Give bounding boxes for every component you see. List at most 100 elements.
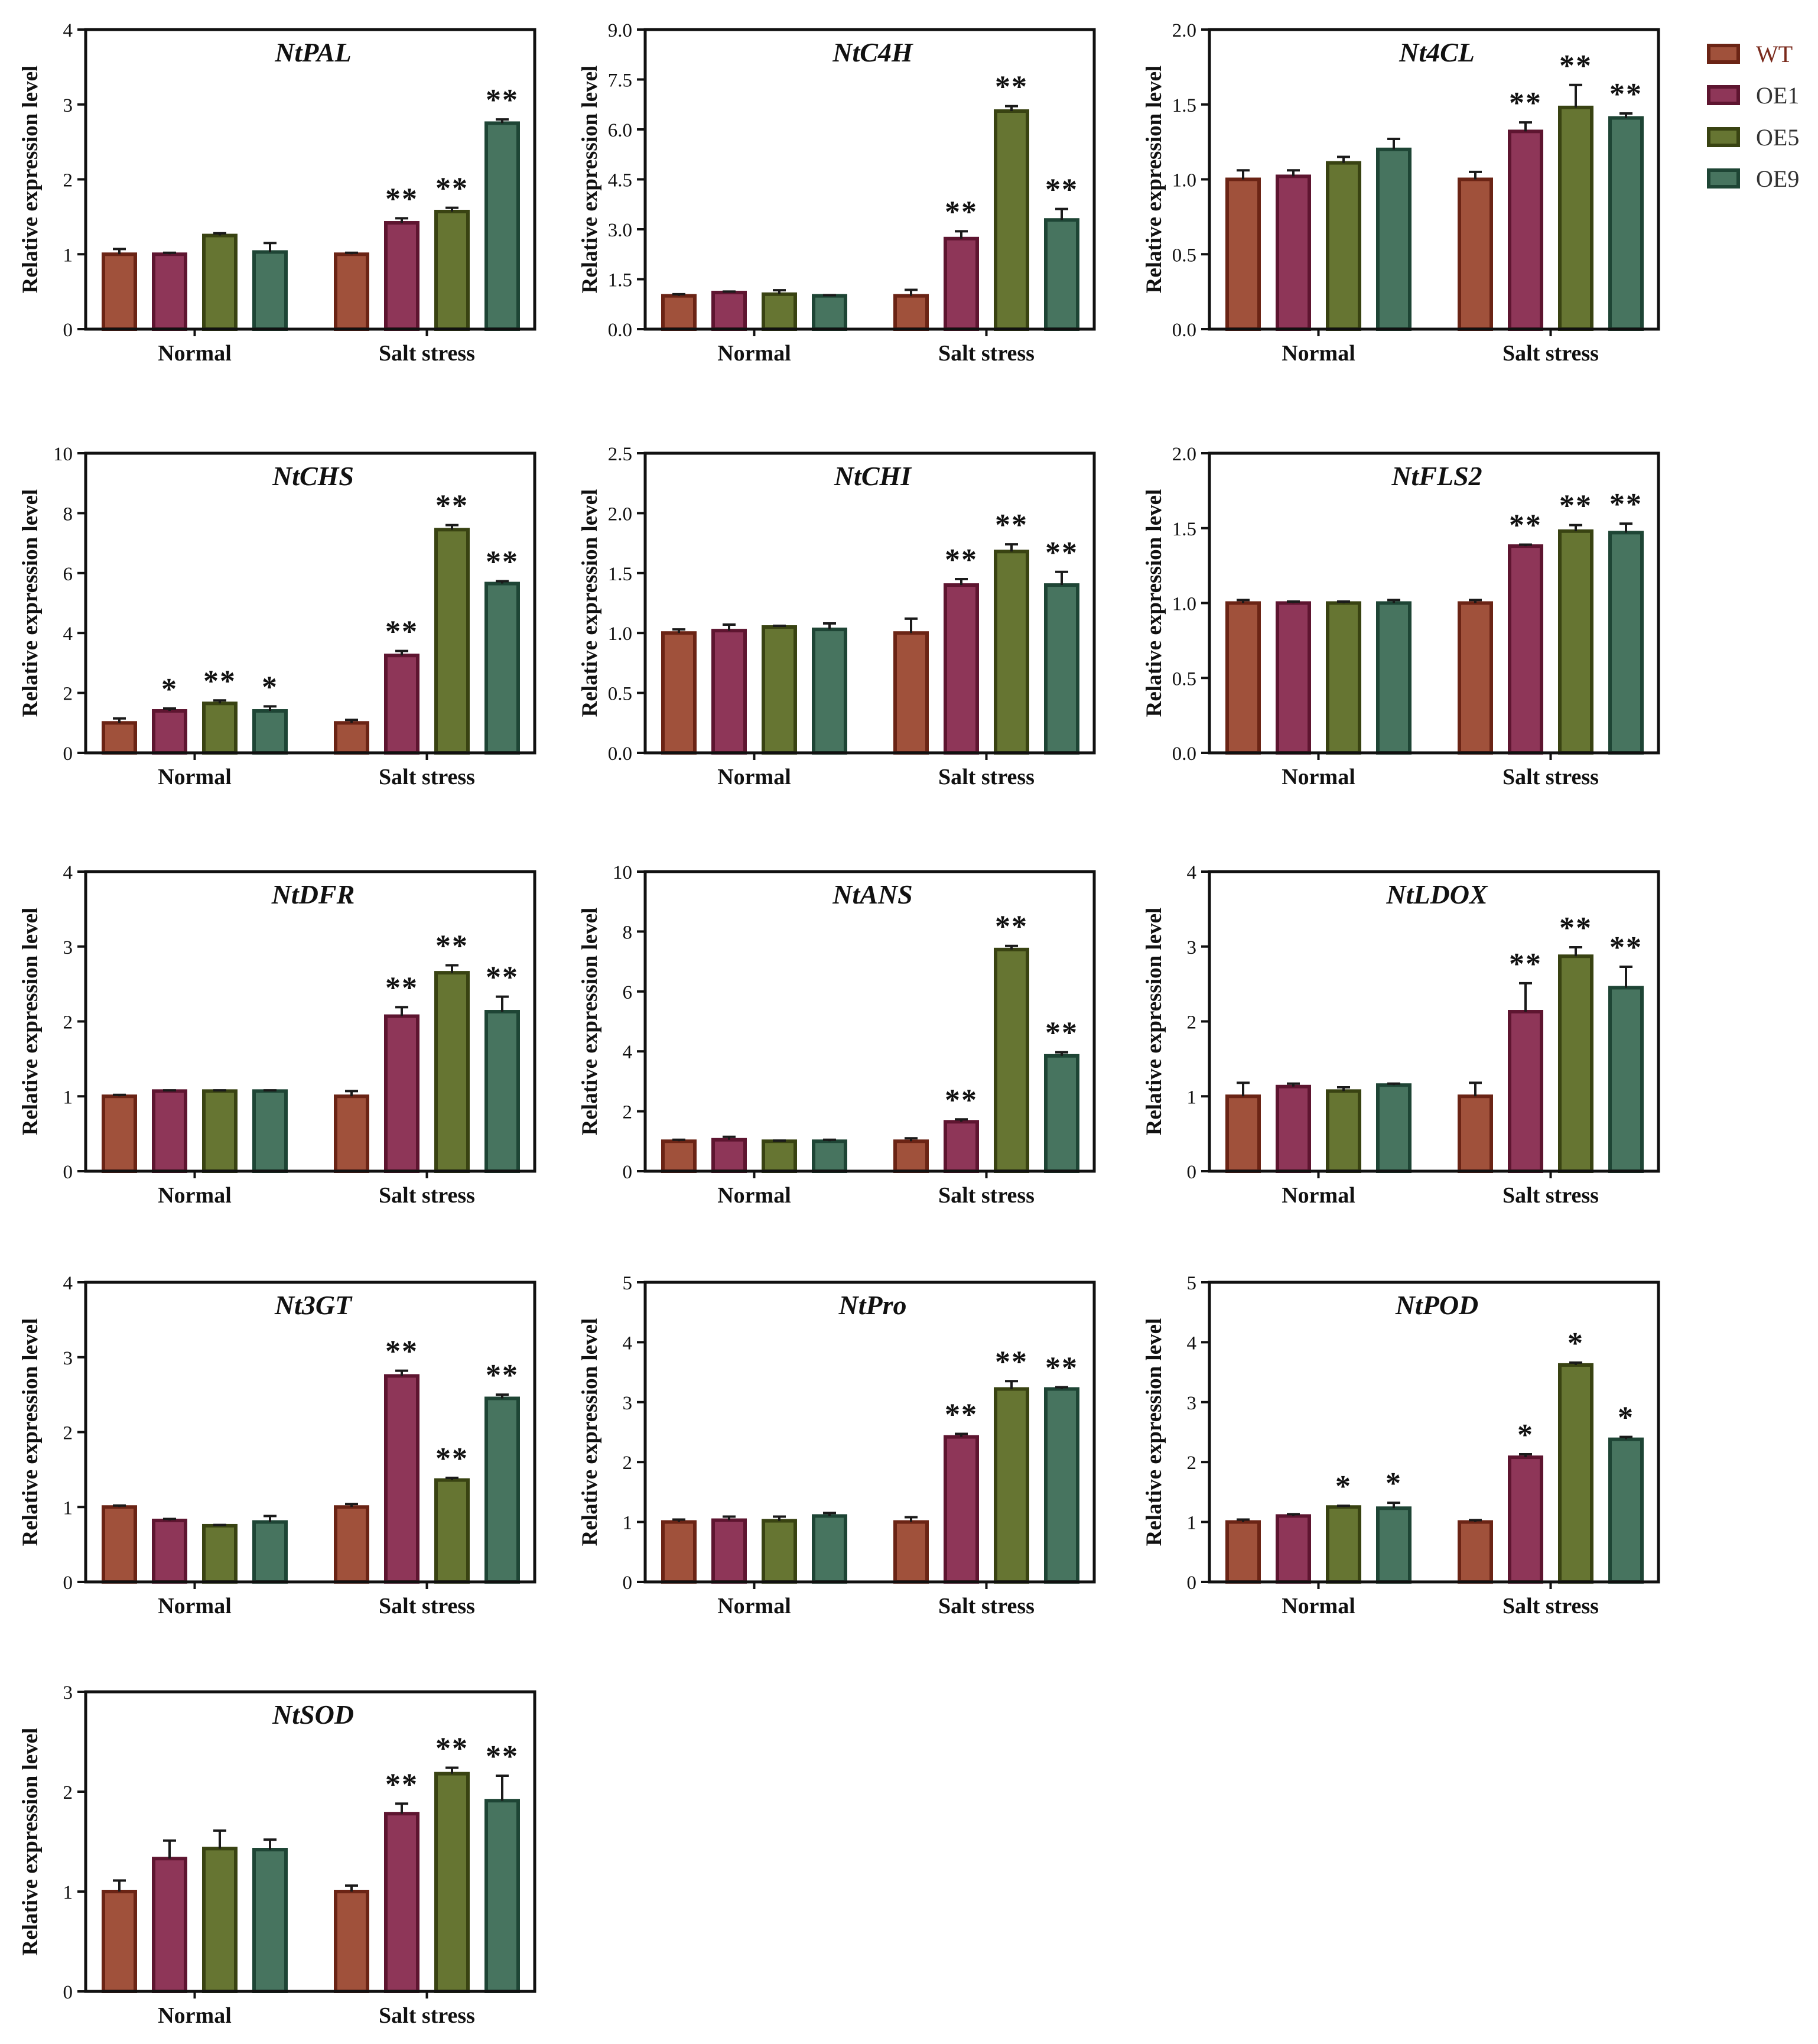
significance-label: *	[262, 670, 278, 704]
significance-label: **	[1509, 947, 1542, 981]
x-category-label: Salt stress	[379, 1594, 475, 1619]
chart-ntpod: 0 1 2 3 4 5 * * Normal * * * Salt stress NtPOD Relativ…	[1142, 1273, 1660, 1619]
significance-label: **	[1509, 509, 1542, 542]
bar-oe9-salt-stress	[484, 1010, 520, 1173]
bar-wt-salt-stress	[893, 1520, 929, 1584]
y-tick-label: 2	[63, 1423, 73, 1444]
y-tick-label: 3	[63, 95, 73, 116]
bar-oe9-normal	[1376, 1506, 1412, 1584]
x-category-label: Salt stress	[379, 2003, 475, 2028]
chart-ntpal: 0 1 2 3 4 Normal ** ** ** Salt stress NtPAL Relativ…	[18, 20, 536, 366]
significance-label: **	[486, 545, 519, 579]
significance-label: **	[435, 489, 469, 523]
y-tick-label: 4	[63, 623, 73, 645]
y-tick-label: 4.5	[608, 170, 632, 191]
panel-title: NtFLS2	[1391, 461, 1482, 491]
y-tick-label: 1	[1187, 1087, 1197, 1108]
bar-oe1-salt-stress	[1508, 1010, 1543, 1173]
significance-label: **	[486, 1359, 519, 1392]
bar-oe1-normal	[1276, 174, 1311, 331]
significance-label: **	[945, 543, 978, 577]
y-tick-label: 4	[1187, 862, 1197, 883]
x-category-label: Normal	[158, 1183, 232, 1208]
significance-label: **	[486, 83, 519, 117]
bar-oe5-salt-stress	[994, 109, 1029, 331]
bar-oe5-salt-stress	[1558, 105, 1593, 331]
significance-label: **	[995, 910, 1028, 944]
legend-item-oe9: OE9	[1707, 165, 1799, 192]
panel-title: NtPOD	[1395, 1290, 1479, 1320]
chart-ntc4h: 0.0 1.5 3.0 4.5 6.0 7.5 9.0 Normal ** ** ** Salt st…	[578, 20, 1096, 366]
bar-oe1-salt-stress	[384, 1014, 419, 1173]
y-tick-label: 1.0	[1172, 594, 1196, 615]
significance-label: **	[1609, 931, 1643, 964]
panel-title: NtPro	[838, 1290, 907, 1320]
bar-oe5-salt-stress	[994, 550, 1029, 755]
bar-oe9-salt-stress	[484, 1396, 520, 1584]
y-tick-label: 0.5	[1172, 245, 1196, 266]
y-tick-label: 2	[63, 1012, 73, 1034]
plot-frame	[84, 1690, 536, 1993]
bar-oe9-salt-stress	[484, 1799, 520, 1993]
bar-oe9-normal	[812, 628, 847, 755]
plot-frame	[643, 870, 1096, 1173]
bar-wt-salt-stress	[893, 294, 929, 331]
bar-oe9-normal	[252, 1848, 288, 1994]
chart-ntchi: 0.0 0.5 1.0 1.5 2.0 2.5 Normal ** ** ** Salt stres…	[578, 444, 1096, 789]
legend-swatch-oe9	[1707, 168, 1740, 189]
y-tick-label: 2.5	[608, 444, 632, 465]
significance-label: **	[1509, 86, 1542, 120]
panel-title: NtCHS	[272, 461, 354, 491]
significance-label: **	[1045, 173, 1078, 207]
bar-oe5-normal	[1326, 161, 1361, 331]
chart-ntsod: 0 1 2 3 Normal ** ** ** Salt stress NtSOD Relative…	[18, 1682, 536, 2028]
bar-wt-salt-stress	[334, 252, 369, 331]
panel-title: NtLDOX	[1386, 879, 1488, 909]
y-tick-label: 3	[63, 1348, 73, 1369]
plot-frame	[1208, 451, 1660, 755]
y-axis-label: Relative expression level	[578, 489, 602, 717]
x-category-label: Normal	[717, 1183, 791, 1208]
y-tick-label: 1	[63, 1882, 73, 1903]
y-tick-label: 3	[1187, 937, 1197, 958]
chart-ntans: 0 2 4 6 8 10 Normal ** ** ** Salt stress NtANS Relat…	[578, 862, 1096, 1208]
x-category-label: Salt stress	[938, 1594, 1035, 1619]
significance-label: *	[1517, 1418, 1534, 1452]
bar-oe9-normal	[252, 250, 288, 332]
bar-wt-normal	[1225, 1520, 1261, 1584]
y-tick-label: 4	[623, 1042, 633, 1063]
y-tick-label: 2.0	[1172, 444, 1196, 465]
bar-oe1-normal	[711, 1138, 747, 1174]
bar-oe1-normal	[152, 1519, 187, 1584]
plot-frame	[1208, 28, 1660, 331]
chart-nt3gt: 0 1 2 3 4 Normal ** ** ** Salt stress Nt3GT Relativ…	[18, 1273, 536, 1619]
y-tick-label: 0	[63, 1162, 73, 1183]
y-tick-label: 1	[1187, 1513, 1197, 1534]
bar-wt-salt-stress	[1458, 601, 1493, 755]
bar-oe1-salt-stress	[944, 236, 979, 332]
significance-label: **	[435, 172, 469, 206]
bar-oe1-normal	[152, 709, 187, 755]
x-category-label: Salt stress	[938, 1183, 1035, 1208]
bar-wt-normal	[102, 252, 137, 331]
y-tick-label: 0	[623, 1162, 633, 1183]
significance-label: **	[385, 971, 418, 1005]
significance-label: **	[486, 1740, 519, 1773]
bar-oe1-salt-stress	[384, 221, 419, 332]
bar-wt-salt-stress	[893, 631, 929, 755]
bar-oe9-salt-stress	[484, 121, 520, 331]
legend: WT OE1 OE5 OE9	[1707, 41, 1799, 192]
y-tick-label: 1	[63, 1087, 73, 1108]
significance-label: **	[486, 961, 519, 995]
chart-ntdfr: 0 1 2 3 4 Normal ** ** ** Salt stress NtDFR Relativ…	[18, 862, 536, 1208]
bar-wt-normal	[661, 1520, 697, 1584]
bar-oe9-salt-stress	[1044, 583, 1079, 755]
y-tick-label: 3	[63, 1682, 73, 1704]
y-axis-label: Relative expression level	[578, 1318, 602, 1546]
bar-oe1-salt-stress	[944, 583, 979, 755]
plot-frame	[84, 870, 536, 1173]
bar-wt-normal	[102, 721, 137, 755]
y-tick-label: 1.5	[1172, 519, 1196, 540]
x-category-label: Salt stress	[379, 341, 475, 366]
